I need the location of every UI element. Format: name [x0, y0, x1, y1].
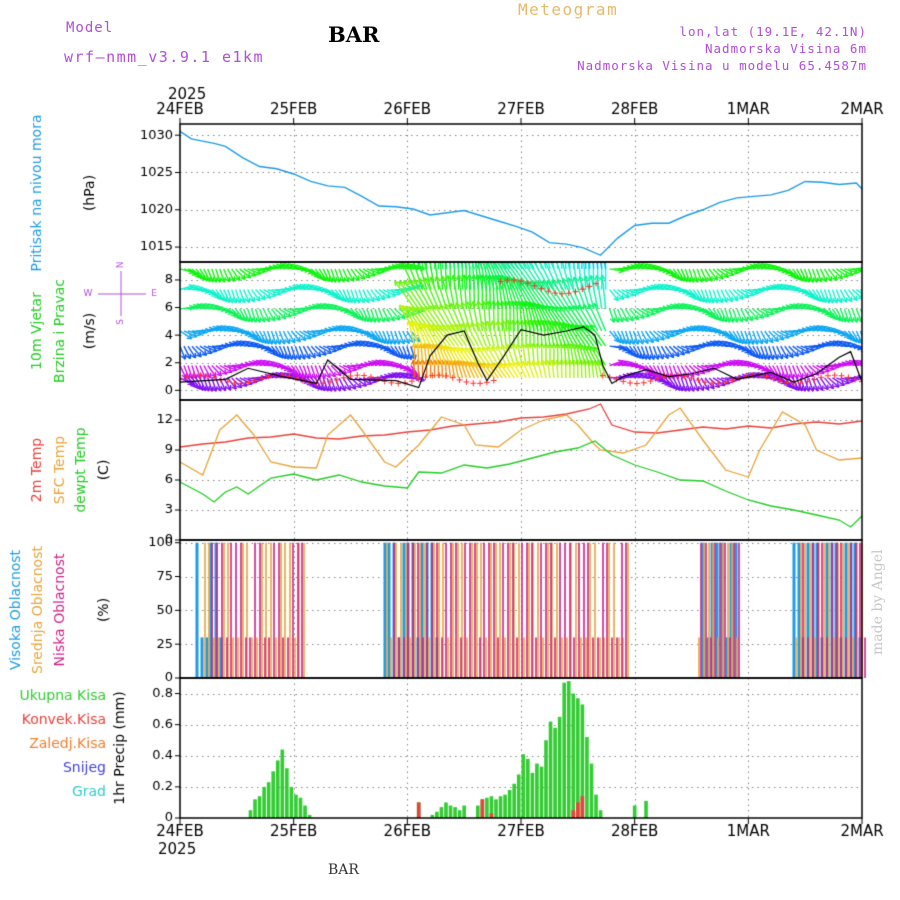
elevation-label: Nadmorska Visina 6m [705, 41, 867, 56]
model-label: Model [66, 20, 114, 36]
meteogram-title: Meteogram [518, 0, 619, 19]
lonlat-label: lon,lat (19.1E, 42.1N) [679, 24, 867, 39]
station-title: BAR [328, 22, 380, 47]
footer-station: BAR [328, 862, 359, 878]
made-by-watermark: made by Angel [870, 549, 886, 656]
model-name: wrf—nmm_v3.9.1 e1km [64, 48, 265, 66]
model-elevation-label: Nadmorska Visina u modelu 65.4587m [577, 58, 867, 73]
